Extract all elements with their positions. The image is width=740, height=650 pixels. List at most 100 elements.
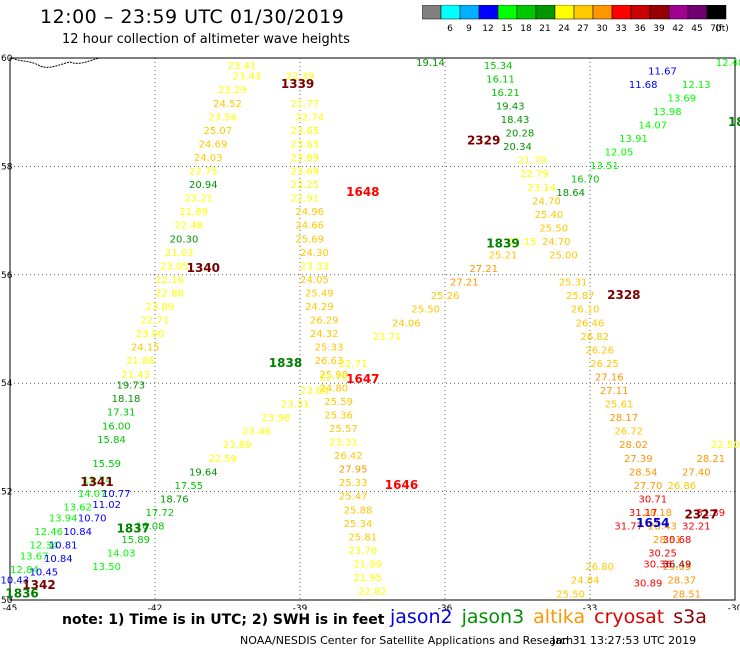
swh-value: 23.31 [329, 438, 358, 449]
color-legend: 6 9 12 15 18 21 24 27 30 33 36 39 42 45 70(ft) [422, 5, 729, 34]
swh-value: 23.63 [291, 139, 320, 150]
swh-value: 10.43 [1, 576, 30, 587]
swh-value: 21.99 [353, 559, 382, 570]
swh-value: 27.39 [624, 454, 653, 465]
swh-value: 14.07 [78, 489, 107, 500]
swh-value: 21.86 [126, 356, 155, 367]
swh-value: 26.46 [576, 318, 605, 329]
swh-value: 23.56 [208, 112, 237, 123]
swh-value: 15.59 [92, 459, 121, 470]
swh-value: 18.76 [160, 494, 189, 505]
swh-value: 28.51 [653, 535, 682, 546]
swh-value: 12.46 [34, 527, 63, 538]
pass-time-label: 1341 [80, 475, 113, 489]
swh-value: 13.69 [668, 93, 697, 104]
swh-value: 13.91 [619, 134, 648, 145]
swh-value: 26.86 [668, 481, 697, 492]
swh-value: 11.68 [629, 80, 658, 91]
swh-value: 16.00 [102, 421, 131, 432]
swh-value: 29.05 [663, 562, 692, 573]
swh-value: 19.14 [416, 58, 445, 69]
legend-label: 6 [447, 24, 453, 34]
pass-time-label: 1340 [187, 261, 220, 275]
pass-time-label: 1838 [269, 356, 302, 370]
swh-value: 21.77 [291, 99, 320, 110]
swh-value: 25.59 [324, 397, 353, 408]
swh-value: 22.16 [155, 275, 184, 286]
swh-value: 31.39 [697, 508, 726, 519]
swh-value: 20.28 [506, 129, 535, 140]
pass-time-label: 1646 [385, 478, 418, 492]
swh-value: 12.34 [30, 541, 59, 552]
pass-time-label: 2329 [467, 134, 500, 148]
satellite-altika: altika [533, 606, 586, 628]
lon-tick-label: -36 [438, 604, 453, 610]
swh-value: 28.02 [619, 440, 648, 451]
swh-value: 28.54 [629, 467, 658, 478]
legend-label: 70 [710, 24, 722, 34]
swh-value: 30.71 [639, 494, 668, 505]
pass-time-label: 1837 [117, 521, 150, 535]
swh-value: 18.18 [112, 394, 141, 405]
map-subtitle: 12 hour collection of altimeter wave hei… [62, 32, 350, 47]
swh-value: 25.47 [339, 492, 368, 503]
swh-value: 15.84 [97, 435, 126, 446]
swh-value: 23.41 [228, 61, 257, 72]
pass-time-label: 1339 [281, 77, 314, 91]
swh-value: 28.17 [610, 413, 639, 424]
swh-value: 10.70 [78, 513, 107, 524]
swh-value: 22.72 [320, 372, 349, 383]
lat-tick-label: 52 [1, 488, 12, 498]
swh-value: 13.67 [20, 551, 49, 562]
swh-value: 24.96 [295, 207, 324, 218]
swh-value: 16.21 [491, 88, 520, 99]
pass-time-label: 1840 [728, 115, 740, 129]
lat-tick-label: 56 [1, 271, 13, 281]
swh-value: 11.67 [648, 66, 677, 77]
swh-value: 23.25 [291, 180, 320, 191]
swh-value: 23.86 [300, 386, 329, 397]
swh-value: 24.05 [300, 275, 329, 286]
pass-time-label: 1839 [486, 237, 519, 251]
legend-label: 21 [539, 24, 550, 34]
swh-value: 27.95 [339, 465, 368, 476]
swh-value: 30.68 [663, 535, 692, 546]
swh-value: 25.81 [349, 532, 378, 543]
swh-value: 25.07 [204, 126, 233, 137]
swh-value: 10.45 [30, 568, 59, 579]
swh-value: 21.95 [353, 573, 382, 584]
swh-value: 26.26 [585, 345, 614, 356]
swh-value: 21.03 [165, 248, 194, 259]
swh-value: 25.50 [556, 589, 585, 600]
swh-value: 25.33 [315, 343, 344, 354]
swh-value: 22.59 [208, 454, 237, 465]
swh-value: 23.33 [300, 261, 329, 272]
legend-label: 12 [482, 24, 493, 34]
swh-value: 24.15 [131, 343, 160, 354]
swh-value: 25.61 [605, 400, 634, 411]
map-title: 12:00 – 23:59 UTC 01/30/2019 [40, 6, 345, 28]
credit-text: NOAA/NESDIS Center for Satellite Applica… [240, 634, 574, 647]
swh-value: 25.50 [411, 305, 440, 316]
swh-value: 23.89 [146, 302, 175, 313]
swh-value: 13.62 [63, 503, 92, 514]
swh-value: 23.43 [233, 72, 262, 83]
swh-value: 30.89 [634, 578, 663, 589]
swh-value: 22.91 [291, 194, 320, 205]
swh-value: 26.29 [310, 316, 339, 327]
swh-value: 17.31 [107, 408, 136, 419]
swh-value: 12.84 [10, 565, 39, 576]
swh-value: 26.72 [614, 427, 643, 438]
legend-label: 33 [615, 24, 626, 34]
swh-value: 23.98 [262, 413, 291, 424]
swh-value: 36.49 [663, 559, 692, 570]
swh-value: 28.51 [672, 589, 701, 600]
pass-time-label: 1342 [22, 578, 55, 592]
swh-value: 25.33 [339, 478, 368, 489]
satellite-jason2: jason2 [390, 606, 453, 628]
swh-value: 31.77 [614, 522, 643, 533]
swh-value: 31.17 [629, 508, 658, 519]
satellite-s3a: s3a [673, 606, 707, 628]
swh-value: 25.49 [305, 288, 334, 299]
